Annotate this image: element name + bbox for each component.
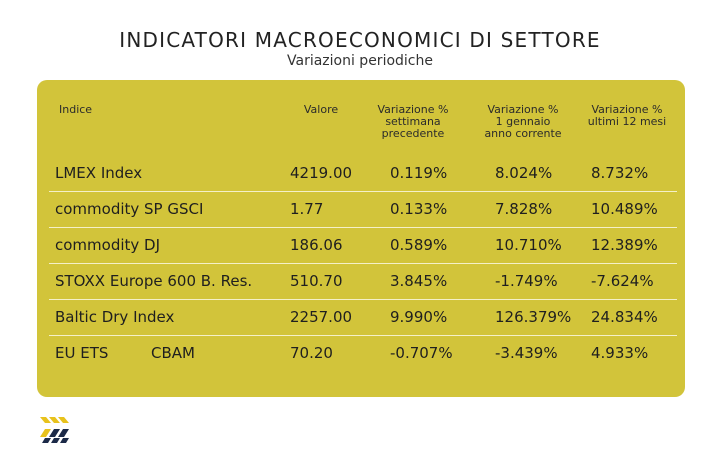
- row-index-name: LMEX Index: [55, 164, 143, 182]
- row-index-name-secondary: CBAM: [151, 344, 195, 362]
- table-row: Baltic Dry Index 2257.00 9.990% 126.379%…: [49, 299, 677, 336]
- row-index-name: commodity SP GSCI: [55, 200, 204, 218]
- header-12m-line-1: Variazione %: [591, 103, 663, 116]
- header-week-line-1: Variazione %: [377, 103, 449, 116]
- row-week-change: 9.990%: [390, 308, 448, 326]
- row-ytd-change: -1.749%: [495, 272, 558, 290]
- row-12m-change: 24.834%: [591, 308, 658, 326]
- table-row: LMEX Index 4219.00 0.119% 8.024% 8.732%: [49, 155, 677, 192]
- row-week-change: 0.119%: [390, 164, 448, 182]
- page-title: INDICATORI MACROECONOMICI DI SETTORE: [119, 28, 601, 52]
- header-ytd-line-1: Variazione %: [487, 103, 559, 116]
- row-value: 510.70: [290, 272, 343, 290]
- table-row: STOXX Europe 600 B. Res. 510.70 3.845% -…: [49, 263, 677, 300]
- header-12m-line-2: ultimi 12 mesi: [587, 115, 667, 128]
- header-12m-change: Variazione % ultimi 12 mesi: [582, 104, 672, 128]
- row-week-change: 0.133%: [390, 200, 448, 218]
- header-week-line-3: precedente: [381, 127, 445, 140]
- row-value: 186.06: [290, 236, 343, 254]
- row-ytd-change: 10.710%: [495, 236, 562, 254]
- row-value: 70.20: [290, 344, 333, 362]
- row-week-change: 0.589%: [390, 236, 448, 254]
- table-row: EU ETS CBAM 70.20 -0.707% -3.439% 4.933%: [49, 335, 677, 371]
- header-index: Indice: [59, 103, 93, 116]
- row-index-name: commodity DJ: [55, 236, 161, 254]
- row-12m-change: 8.732%: [591, 164, 649, 182]
- row-12m-change: 12.389%: [591, 236, 658, 254]
- header-ytd-change: Variazione % 1 gennaio anno corrente: [479, 104, 567, 140]
- row-week-change: -0.707%: [390, 344, 453, 362]
- chevron-stripes-logo-icon: [38, 414, 72, 446]
- row-value: 2257.00: [290, 308, 353, 326]
- table-row: commodity SP GSCI 1.77 0.133% 7.828% 10.…: [49, 191, 677, 228]
- header-week-line-2: settimana: [385, 115, 441, 128]
- header-value: Valore: [303, 103, 339, 116]
- row-12m-change: 4.933%: [591, 344, 649, 362]
- row-index-name: STOXX Europe 600 B. Res.: [55, 272, 253, 290]
- page-subtitle: Variazioni periodiche: [287, 53, 433, 69]
- row-index-name: Baltic Dry Index: [55, 308, 175, 326]
- row-ytd-change: 7.828%: [495, 200, 553, 218]
- row-index-name: EU ETS: [55, 344, 109, 362]
- row-12m-change: 10.489%: [591, 200, 658, 218]
- row-12m-change: -7.624%: [591, 272, 654, 290]
- indicators-table: Indice Valore Variazione % settimana pre…: [37, 80, 685, 397]
- header-week-change: Variazione % settimana precedente: [373, 104, 453, 140]
- row-week-change: 3.845%: [390, 272, 448, 290]
- row-ytd-change: -3.439%: [495, 344, 558, 362]
- row-ytd-change: 126.379%: [495, 308, 572, 326]
- header-ytd-line-2: 1 gennaio: [495, 115, 551, 128]
- row-value: 1.77: [290, 200, 324, 218]
- row-ytd-change: 8.024%: [495, 164, 553, 182]
- row-value: 4219.00: [290, 164, 353, 182]
- header-ytd-line-3: anno corrente: [484, 127, 562, 140]
- table-row: commodity DJ 186.06 0.589% 10.710% 12.38…: [49, 227, 677, 264]
